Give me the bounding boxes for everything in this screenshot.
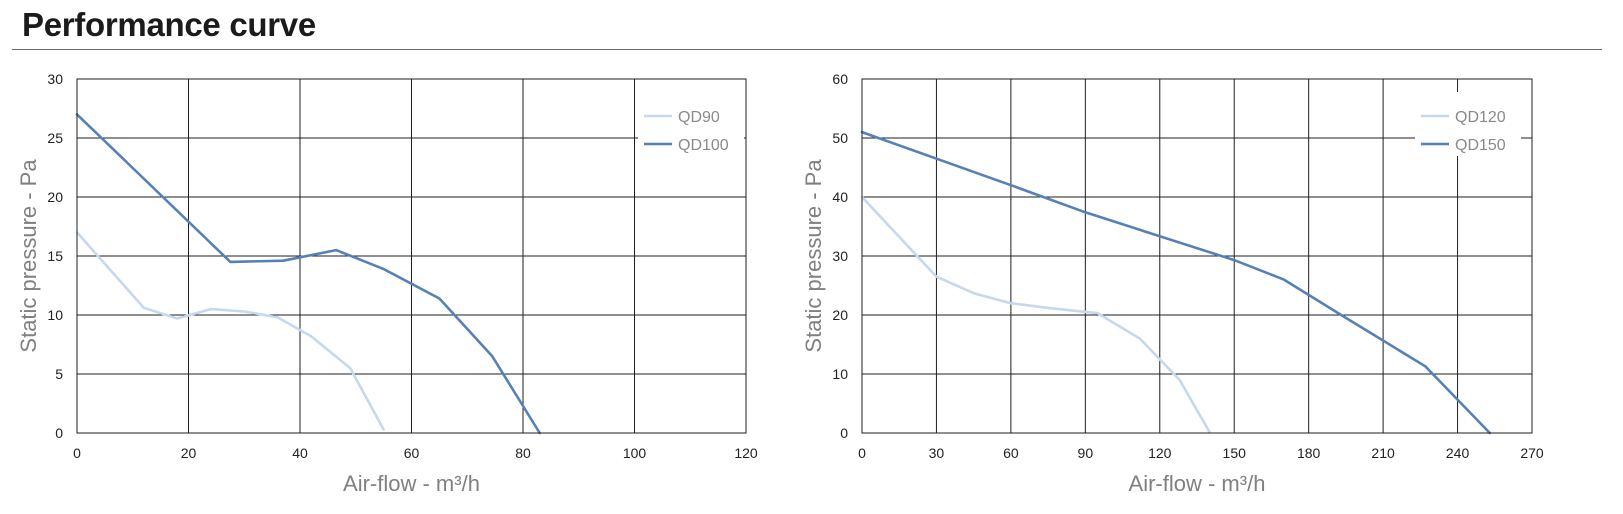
y-tick-label: 25 (47, 130, 63, 146)
y-tick-label: 0 (840, 425, 848, 441)
x-tick-label: 40 (292, 445, 308, 461)
x-tick-label: 180 (1297, 445, 1321, 461)
x-tick-label: 90 (1078, 445, 1094, 461)
y-tick-label: 0 (55, 425, 63, 441)
series-line-qd120 (860, 195, 1211, 434)
y-tick-label: 50 (832, 130, 848, 146)
x-tick-label: 270 (1520, 445, 1544, 461)
x-tick-label: 30 (929, 445, 945, 461)
y-tick-label: 20 (832, 307, 848, 323)
x-axis-title: Air-flow - m³/h (1129, 471, 1266, 496)
x-tick-label: 0 (858, 445, 866, 461)
x-tick-label: 120 (1148, 445, 1172, 461)
y-tick-label: 30 (832, 248, 848, 264)
title-divider (12, 49, 1602, 50)
x-tick-label: 60 (1003, 445, 1019, 461)
x-tick-label: 60 (404, 445, 420, 461)
x-tick-label: 150 (1223, 445, 1247, 461)
plot-frame (76, 78, 747, 434)
y-tick-label: 5 (55, 366, 63, 382)
y-tick-label: 10 (832, 366, 848, 382)
y-tick-label: 40 (832, 189, 848, 205)
chart-1: 0 20 40 60 80 100 120 0 5 10 15 20 25 30 Air-flow - m³… (16, 71, 758, 496)
y-axis-title: Static pressure - Pa (801, 159, 826, 353)
page-title: Performance curve (22, 6, 316, 43)
x-tick-label: 0 (73, 445, 81, 461)
x-tick-label: 100 (623, 445, 647, 461)
y-tick-label: 60 (832, 71, 848, 87)
series-line-qd100 (75, 113, 542, 435)
x-tick-label: 240 (1446, 445, 1470, 461)
legend-label-qd100: QD100 (678, 137, 729, 154)
legend-box (1415, 92, 1521, 156)
x-tick-label: 20 (181, 445, 197, 461)
y-tick-label: 30 (47, 71, 63, 87)
y-tick-label: 15 (47, 248, 63, 264)
series-line-qd150 (860, 130, 1492, 435)
chart-2: 0 30 60 90 120 150 180 210 240 270 0 10 20 30 40 50 60 Ai… (801, 71, 1544, 496)
y-tick-label: 20 (47, 189, 63, 205)
legend-box (638, 92, 744, 156)
legend-label-qd90: QD90 (678, 109, 720, 126)
x-tick-label: 80 (515, 445, 531, 461)
x-axis-title: Air-flow - m³/h (343, 471, 480, 496)
series-line-qd90 (75, 231, 385, 431)
legend-label-qd120: QD120 (1455, 109, 1506, 126)
y-tick-label: 10 (47, 307, 63, 323)
y-axis-title: Static pressure - Pa (16, 159, 41, 353)
x-tick-label: 210 (1371, 445, 1395, 461)
legend-label-qd150: QD150 (1455, 137, 1506, 154)
plot-frame (861, 78, 1533, 434)
x-tick-label: 120 (734, 445, 758, 461)
